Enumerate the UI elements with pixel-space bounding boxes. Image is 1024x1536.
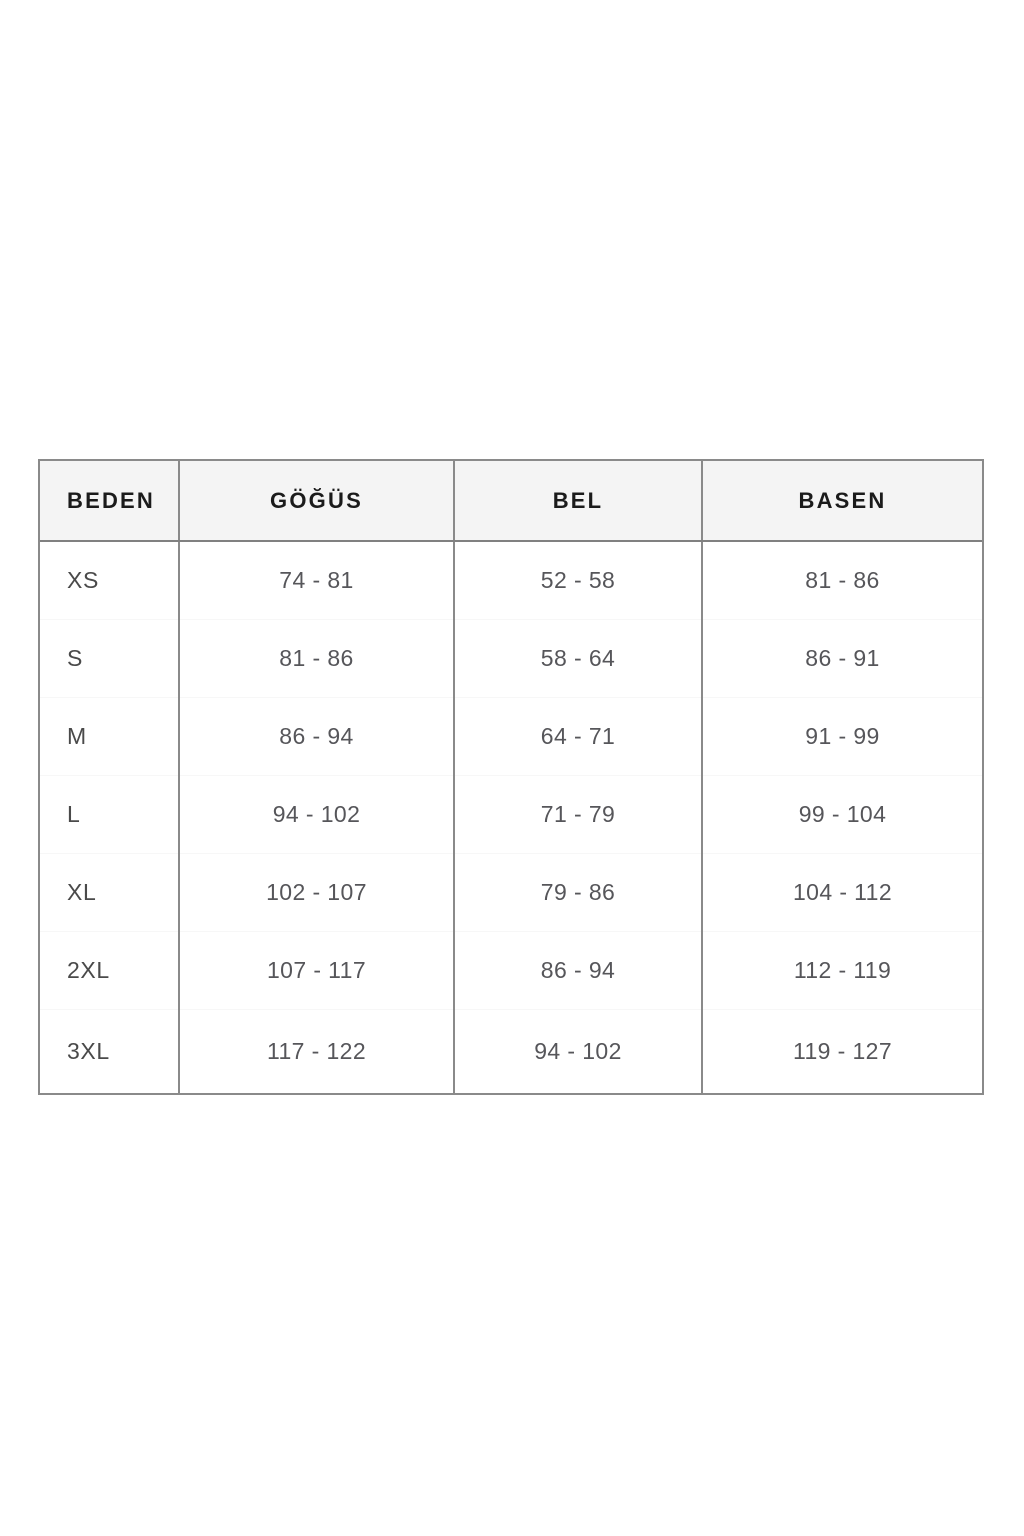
- size-chart-table: BEDEN GÖĞÜS BEL BASEN XS 74 - 81 52 - 58…: [40, 461, 982, 1093]
- table-row: L 94 - 102 71 - 79 99 - 104: [40, 775, 982, 854]
- cell-size: M: [40, 697, 180, 776]
- cell-size: S: [40, 619, 180, 698]
- cell-chest: 107 - 117: [179, 931, 455, 1010]
- cell-hip: 86 - 91: [702, 619, 982, 698]
- table-row: 3XL 117 - 122 94 - 102 119 - 127: [40, 1009, 982, 1093]
- size-chart-container: BEDEN GÖĞÜS BEL BASEN XS 74 - 81 52 - 58…: [38, 459, 984, 1095]
- cell-size: 3XL: [40, 1009, 180, 1093]
- column-header-beden: BEDEN: [40, 461, 180, 542]
- table-row: XS 74 - 81 52 - 58 81 - 86: [40, 541, 982, 620]
- cell-size: XS: [40, 541, 180, 620]
- cell-hip: 104 - 112: [702, 853, 982, 932]
- cell-chest: 117 - 122: [179, 1009, 455, 1093]
- cell-chest: 86 - 94: [179, 697, 455, 776]
- column-header-gogus: GÖĞÜS: [179, 461, 455, 542]
- cell-chest: 102 - 107: [179, 853, 455, 932]
- column-header-bel: BEL: [454, 461, 703, 542]
- cell-waist: 64 - 71: [454, 697, 703, 776]
- cell-waist: 79 - 86: [454, 853, 703, 932]
- cell-waist: 52 - 58: [454, 541, 703, 620]
- cell-chest: 74 - 81: [179, 541, 455, 620]
- cell-size: 2XL: [40, 931, 180, 1010]
- cell-size: L: [40, 775, 180, 854]
- cell-waist: 71 - 79: [454, 775, 703, 854]
- cell-size: XL: [40, 853, 180, 932]
- cell-chest: 94 - 102: [179, 775, 455, 854]
- cell-chest: 81 - 86: [179, 619, 455, 698]
- cell-hip: 91 - 99: [702, 697, 982, 776]
- table-body: XS 74 - 81 52 - 58 81 - 86 S 81 - 86 58 …: [40, 541, 982, 1093]
- cell-hip: 81 - 86: [702, 541, 982, 620]
- cell-waist: 86 - 94: [454, 931, 703, 1010]
- header-row: BEDEN GÖĞÜS BEL BASEN: [40, 461, 982, 542]
- cell-hip: 112 - 119: [702, 931, 982, 1010]
- column-header-basen: BASEN: [702, 461, 982, 542]
- table-row: XL 102 - 107 79 - 86 104 - 112: [40, 853, 982, 932]
- table-row: S 81 - 86 58 - 64 86 - 91: [40, 619, 982, 698]
- cell-waist: 58 - 64: [454, 619, 703, 698]
- cell-waist: 94 - 102: [454, 1009, 703, 1093]
- table-row: M 86 - 94 64 - 71 91 - 99: [40, 697, 982, 776]
- table-header: BEDEN GÖĞÜS BEL BASEN: [40, 461, 982, 542]
- table-row: 2XL 107 - 117 86 - 94 112 - 119: [40, 931, 982, 1010]
- cell-hip: 99 - 104: [702, 775, 982, 854]
- cell-hip: 119 - 127: [702, 1009, 982, 1093]
